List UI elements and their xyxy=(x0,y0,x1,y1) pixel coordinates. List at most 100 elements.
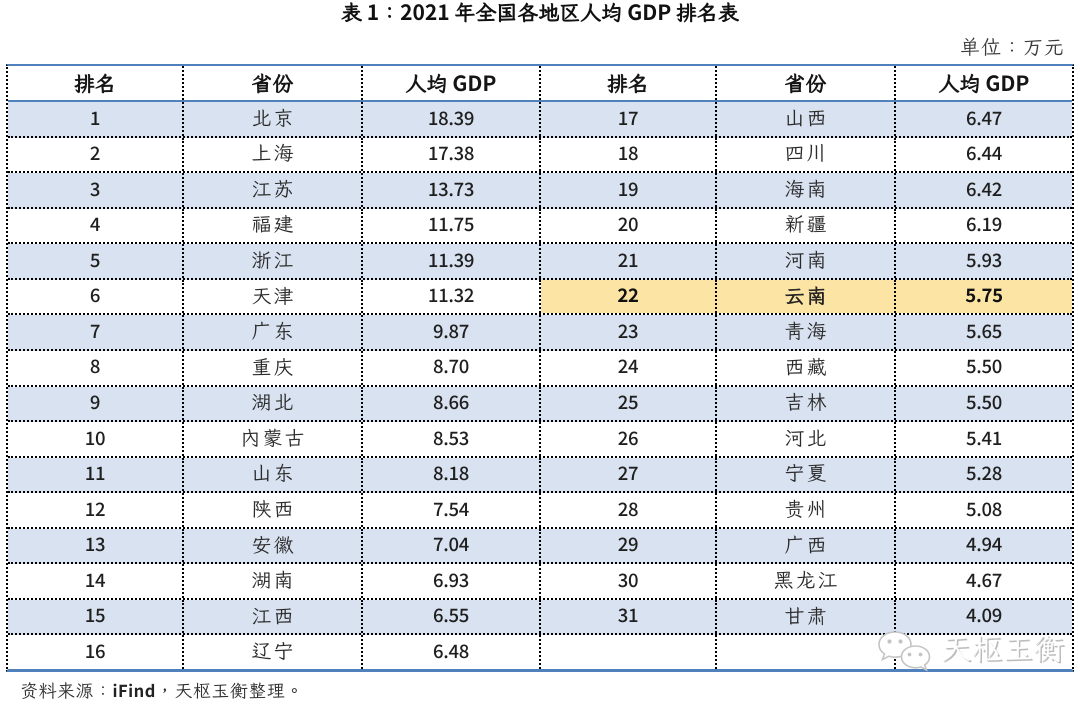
cell-province-r14c5: 黑龙江 xyxy=(717,564,896,598)
table-row-16: 16 辽宁 6.48 xyxy=(8,635,1072,669)
cell-province-r16c5 xyxy=(717,635,896,669)
cell-province-r6c2: 天津 xyxy=(184,279,363,314)
source-brand: iFind xyxy=(112,678,156,702)
table-row-3: 3 江苏 13.73 19 海南 6.42 xyxy=(8,173,1072,209)
cell-province-r1c5: 山西 xyxy=(717,102,896,136)
header-cell-gdp-right: 人均 GDP xyxy=(938,67,1030,98)
cell-rank-r9c4: 25 xyxy=(541,386,717,421)
cell-gdp-r4c3: 11.75 xyxy=(363,208,541,243)
table-header-row: 排名 省份 人均 GDP 排名 省份 人均 GDP xyxy=(8,66,1072,102)
cell-rank-r4c1: 4 xyxy=(8,208,184,243)
cell-rank-r14c1: 14 xyxy=(8,564,184,598)
cell-province-r13c2: 安徽 xyxy=(184,528,363,563)
cell-gdp-r4c6: 6.19 xyxy=(966,211,1002,238)
cell-gdp-r2c6: 6.44 xyxy=(966,140,1002,167)
cell-gdp-r7c3: 9.87 xyxy=(363,315,541,349)
cell-province-r5c5: 河南 xyxy=(717,244,896,278)
cell-rank-r6c1: 6 xyxy=(8,279,184,314)
cell-province-r2c2: 上海 xyxy=(184,137,363,172)
cell-gdp-r10c6: 5.41 xyxy=(966,424,1002,451)
cell-rank-r2c4: 18 xyxy=(541,137,717,172)
cell-rank-r12c1: 12 xyxy=(8,493,184,527)
cell-rank-r5c4: 21 xyxy=(541,244,717,278)
cell-province-r8c5: 西藏 xyxy=(717,350,896,385)
cell-rank-r3c1: 3 xyxy=(8,173,184,207)
table-row-9: 9 湖北 8.66 25 吉林 5.50 xyxy=(8,386,1072,423)
cell-gdp-r12c3: 7.54 xyxy=(363,493,541,527)
cell-gdp-r6c6: 5.75 xyxy=(896,279,1072,314)
table-row-1: 1 北京 18.39 17 山西 6.47 xyxy=(8,102,1072,138)
cell-gdp-r14c3: 6.93 xyxy=(363,564,541,598)
cell-rank-r15c1: 15 xyxy=(8,599,184,634)
cell-province-r11c5: 宁夏 xyxy=(717,457,896,492)
table-row-4: 4 福建 11.75 20 新疆 6.19 xyxy=(8,208,1072,245)
cell-gdp-r8c6: 5.50 xyxy=(966,353,1002,380)
cell-rank-r2c1: 2 xyxy=(8,137,184,172)
table-row-8: 8 重庆 8.70 24 西藏 5.50 xyxy=(8,350,1072,387)
cell-rank-r13c4: 29 xyxy=(541,528,717,563)
cell-province-r5c2: 浙江 xyxy=(184,244,363,278)
source-suffix: ，天枢玉衡整理。 xyxy=(155,679,304,703)
unit-label: 单位：万元 xyxy=(960,31,1065,60)
cell-rank-r11c1: 11 xyxy=(8,457,184,492)
table-row-11: 11 山东 8.18 27 宁夏 5.28 xyxy=(8,457,1072,494)
cell-province-r11c2: 山东 xyxy=(184,457,363,492)
cell-province-r3c5: 海南 xyxy=(717,173,896,207)
cell-province-r7c2: 广东 xyxy=(184,315,363,349)
cell-province-r7c5: 青海 xyxy=(717,315,896,349)
cell-rank-r15c4: 31 xyxy=(541,599,717,634)
cell-rank-r4c4: 20 xyxy=(541,208,717,243)
cell-rank-r7c4: 23 xyxy=(541,315,717,349)
cell-rank-r16c1: 16 xyxy=(8,635,184,669)
cell-province-r2c5: 四川 xyxy=(717,137,896,172)
cell-province-r12c5: 贵州 xyxy=(717,493,896,527)
cell-gdp-r10c3: 8.53 xyxy=(363,422,541,456)
header-cell-rank-right: 排名 xyxy=(541,66,717,100)
cell-province-r4c5: 新疆 xyxy=(717,208,896,243)
table-title: 表 1：2021 年全国各地区人均 GDP 排名表 xyxy=(340,0,740,27)
cell-rank-r5c1: 5 xyxy=(8,244,184,278)
header-cell-rank-left: 排名 xyxy=(8,66,184,100)
table-row-6: 6 天津 11.32 22 云南 5.75 xyxy=(8,279,1072,316)
header-cell-province-left: 省份 xyxy=(184,66,363,100)
cell-gdp-r9c3: 8.66 xyxy=(363,386,541,421)
cell-gdp-r11c6: 5.28 xyxy=(966,460,1002,487)
table-row-13: 13 安徽 7.04 29 广西 4.94 xyxy=(8,528,1072,565)
table-row-7: 7 广东 9.87 23 青海 5.65 xyxy=(8,315,1072,351)
cell-gdp-r9c6: 5.50 xyxy=(966,389,1002,416)
gdp-ranking-table: 排名 省份 人均 GDP 排名 省份 人均 GDP 1 北京 18.39 17 山西 6.47 2 上海… xyxy=(6,64,1074,672)
cell-province-r4c2: 福建 xyxy=(184,208,363,243)
table-row-10: 10 内蒙古 8.53 26 河北 5.41 xyxy=(8,422,1072,458)
cell-gdp-r5c6: 5.93 xyxy=(966,246,1002,273)
cell-rank-r13c1: 13 xyxy=(8,528,184,563)
cell-gdp-r8c3: 8.70 xyxy=(363,350,541,385)
cell-rank-r8c4: 24 xyxy=(541,350,717,385)
cell-province-r10c5: 河北 xyxy=(717,422,896,456)
cell-gdp-r13c3: 7.04 xyxy=(363,528,541,563)
table-row-14: 14 湖南 6.93 30 黑龙江 4.67 xyxy=(8,564,1072,600)
table-body: 1 北京 18.39 17 山西 6.47 2 上海 17.38 18 四川 6.44 3 江苏 13.73… xyxy=(8,102,1072,669)
cell-rank-r8c1: 8 xyxy=(8,350,184,385)
cell-gdp-r2c3: 17.38 xyxy=(363,137,541,172)
cell-gdp-r11c3: 8.18 xyxy=(363,457,541,492)
cell-gdp-r1c3: 18.39 xyxy=(363,102,541,136)
source-note: 资料来源：iFind，天枢玉衡整理。 xyxy=(20,678,304,703)
cell-rank-r14c4: 30 xyxy=(541,564,717,598)
cell-rank-r10c4: 26 xyxy=(541,422,717,456)
cell-gdp-r13c6: 4.94 xyxy=(966,531,1002,558)
cell-province-r1c2: 北京 xyxy=(184,102,363,136)
cell-rank-r9c1: 9 xyxy=(8,386,184,421)
cell-rank-r16c4 xyxy=(541,635,717,669)
cell-rank-r11c4: 27 xyxy=(541,457,717,492)
table-row-2: 2 上海 17.38 18 四川 6.44 xyxy=(8,137,1072,174)
cell-gdp-r1c6: 6.47 xyxy=(966,104,1002,131)
cell-gdp-r7c6: 5.65 xyxy=(966,317,1002,344)
header-cell-province-right: 省份 xyxy=(717,66,896,100)
cell-province-r15c2: 江西 xyxy=(184,599,363,634)
table-row-12: 12 陕西 7.54 28 贵州 5.08 xyxy=(8,493,1072,529)
cell-province-r16c2: 辽宁 xyxy=(184,635,363,669)
cell-province-r14c2: 湖南 xyxy=(184,564,363,598)
cell-gdp-r12c6: 5.08 xyxy=(966,495,1002,522)
cell-gdp-r3c3: 13.73 xyxy=(363,173,541,207)
